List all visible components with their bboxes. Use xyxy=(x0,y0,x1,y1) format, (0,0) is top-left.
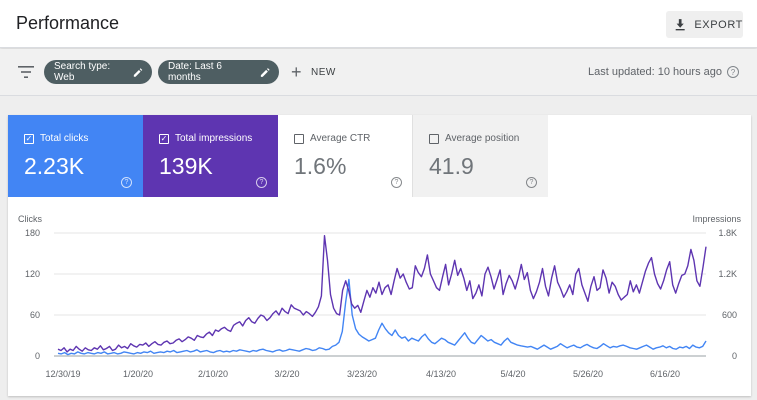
help-icon[interactable]: ? xyxy=(526,177,537,188)
metric-average-ctr-label: Average CTR xyxy=(310,133,371,144)
checkbox-unchecked-icon[interactable] xyxy=(429,133,439,144)
x-tick-label: 3/23/20 xyxy=(347,369,377,379)
download-icon xyxy=(675,18,685,30)
x-tick-label: 3/2/20 xyxy=(274,369,299,379)
pencil-icon xyxy=(260,67,270,77)
metric-average-ctr-value: 1.6% xyxy=(294,153,347,179)
metric-total-clicks[interactable]: ✓ Total clicks 2.23K ? xyxy=(8,115,143,197)
export-label: EXPORT xyxy=(694,18,743,31)
checkbox-unchecked-icon[interactable] xyxy=(294,133,304,144)
search-type-chip[interactable]: Search type: Web xyxy=(44,60,152,84)
page-title: Performance xyxy=(16,13,120,33)
metric-total-impressions[interactable]: ✓ Total impressions 139K ? xyxy=(143,115,278,197)
metric-average-position[interactable]: Average position 41.9 ? xyxy=(413,115,548,197)
checkbox-checked-icon[interactable]: ✓ xyxy=(24,133,34,144)
date-range-chip-label: Date: Last 6 months xyxy=(168,61,222,83)
help-icon[interactable]: ? xyxy=(727,66,739,78)
date-range-chip[interactable]: Date: Last 6 months xyxy=(158,60,279,84)
search-type-chip-label: Search type: Web xyxy=(54,61,111,83)
x-tick-label: 5/4/20 xyxy=(500,369,525,379)
right-tick-label: 0 xyxy=(732,351,737,361)
x-tick-label: 2/10/20 xyxy=(198,369,228,379)
x-tick-label: 1/20/20 xyxy=(123,369,153,379)
export-button[interactable]: EXPORT xyxy=(666,11,743,38)
plus-icon: + xyxy=(291,62,303,82)
performance-chart[interactable]: Clicks Impressions 0 0 60 600 120 1.2K 180 1.8K… xyxy=(8,205,751,395)
new-filter-button[interactable]: + NEW xyxy=(291,62,336,82)
metric-average-position-value: 41.9 xyxy=(429,153,474,179)
series-line-impressions xyxy=(57,235,707,353)
metric-average-ctr[interactable]: Average CTR 1.6% ? xyxy=(278,115,413,197)
left-tick-label: 180 xyxy=(25,228,40,238)
left-tick-label: 120 xyxy=(25,269,40,279)
help-icon[interactable]: ? xyxy=(391,177,402,188)
x-tick-label: 12/30/19 xyxy=(45,369,80,379)
metric-total-clicks-label-row: ✓ Total clicks xyxy=(24,133,88,144)
new-filter-label: NEW xyxy=(311,66,336,78)
x-tick-label: 4/13/20 xyxy=(426,369,456,379)
metric-total-clicks-value: 2.23K xyxy=(24,153,85,179)
x-tick-label: 6/16/20 xyxy=(650,369,680,379)
performance-card: ✓ Total clicks 2.23K ? ✓ Total impressio… xyxy=(8,115,751,396)
metric-total-clicks-label: Total clicks xyxy=(40,133,89,144)
checkbox-checked-icon[interactable]: ✓ xyxy=(159,133,169,144)
page-header: Performance EXPORT xyxy=(0,0,757,48)
last-updated-text: Last updated: 10 hours ago xyxy=(588,66,722,78)
x-tick-label: 5/26/20 xyxy=(573,369,603,379)
filter-toolbar: Search type: Web Date: Last 6 months + N… xyxy=(0,49,757,96)
left-tick-label: 0 xyxy=(35,351,40,361)
right-tick-label: 1.8K xyxy=(718,228,737,238)
help-icon[interactable]: ? xyxy=(256,177,267,188)
metric-total-impressions-label: Total impressions xyxy=(175,133,253,144)
left-tick-label: 60 xyxy=(30,310,40,320)
right-tick-label: 600 xyxy=(722,310,737,320)
metric-total-impressions-label-row: ✓ Total impressions xyxy=(159,133,252,144)
series-line-clicks xyxy=(57,278,707,356)
metric-average-position-label: Average position xyxy=(445,133,520,144)
pencil-icon xyxy=(133,67,143,77)
last-updated: Last updated: 10 hours ago ? xyxy=(588,66,739,78)
metric-average-ctr-label-row: Average CTR xyxy=(294,133,370,144)
right-tick-label: 1.2K xyxy=(718,269,737,279)
help-icon[interactable]: ? xyxy=(121,177,132,188)
metric-average-position-label-row: Average position xyxy=(429,133,519,144)
right-axis-label: Impressions xyxy=(692,214,741,224)
filter-icon[interactable] xyxy=(17,64,35,80)
left-axis-label: Clicks xyxy=(18,214,42,224)
metric-total-impressions-value: 139K xyxy=(159,153,213,179)
